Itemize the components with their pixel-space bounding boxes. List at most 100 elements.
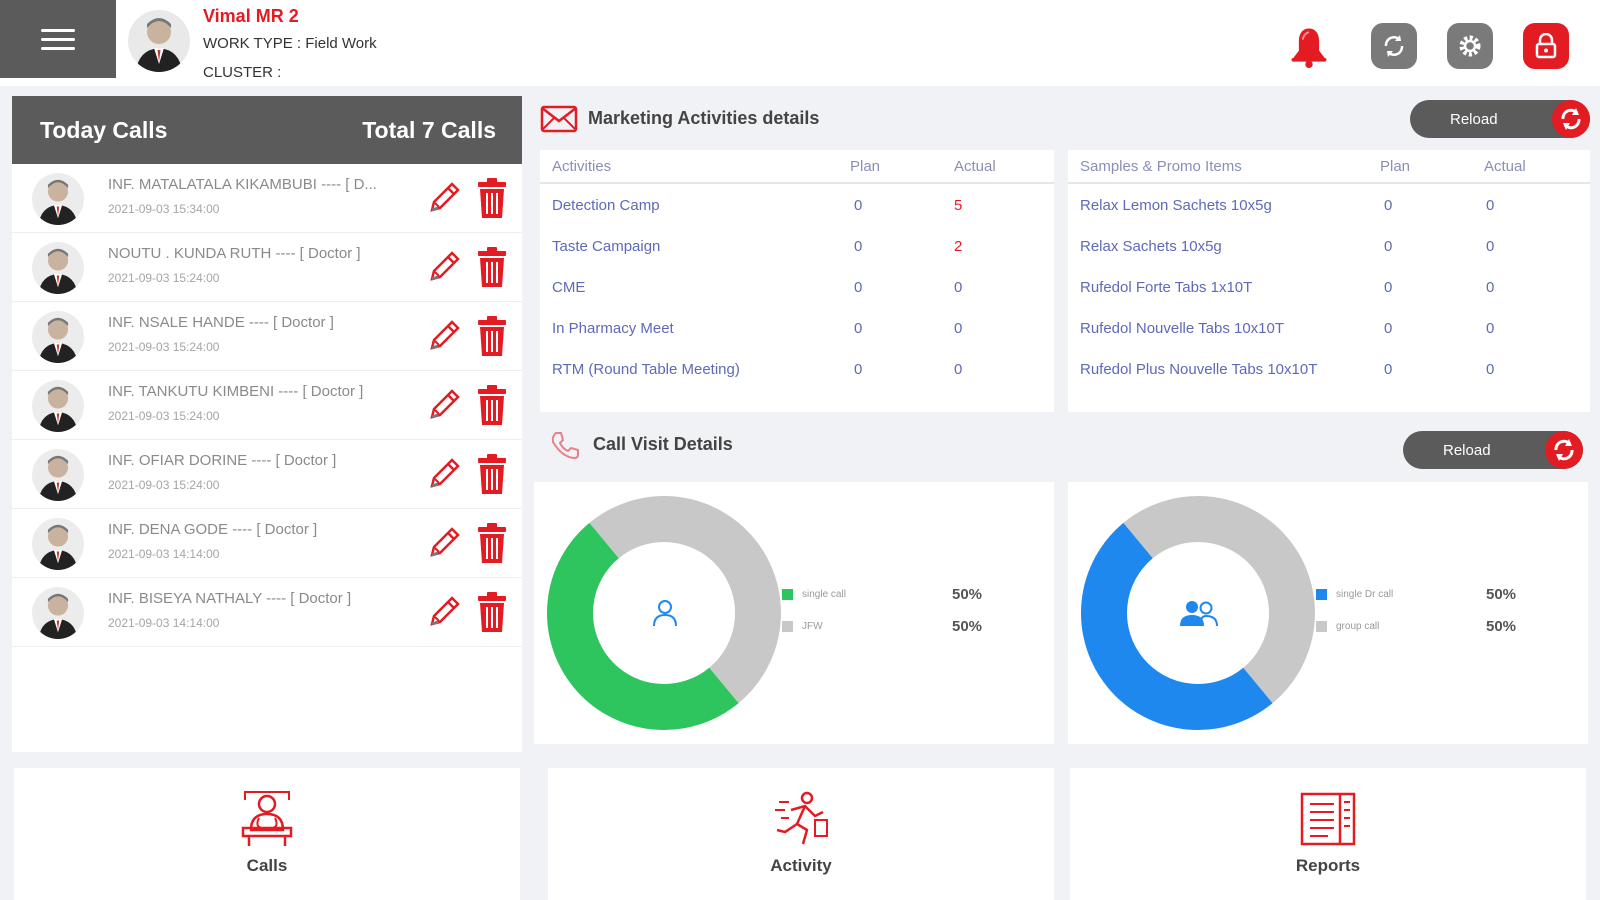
call-time: 2021-09-03 15:24:00 bbox=[108, 409, 220, 423]
donut-slice-1 bbox=[589, 496, 781, 704]
sample-name: Relax Sachets 10x5g bbox=[1080, 238, 1222, 255]
call-time: 2021-09-03 15:24:00 bbox=[108, 478, 220, 492]
call-row[interactable]: INF. OFIAR DORINE ---- [ Doctor ] 2021-09… bbox=[12, 440, 522, 509]
sample-name: Rufedol Nouvelle Tabs 10x10T bbox=[1080, 320, 1285, 337]
legend-percent: 50% bbox=[1486, 586, 1517, 603]
call-time: 2021-09-03 14:14:00 bbox=[108, 547, 220, 561]
call-doctor-name: INF. DENA GODE ---- [ Doctor ] bbox=[108, 521, 318, 538]
activity-name: Taste Campaign bbox=[552, 238, 661, 255]
legend-label: JFW bbox=[802, 621, 823, 632]
sample-actual: 0 bbox=[1486, 361, 1495, 378]
samples-table: Samples & Promo Items Plan Actual Relax … bbox=[1068, 150, 1590, 412]
edit-icon[interactable] bbox=[424, 523, 464, 563]
legend-label: single Dr call bbox=[1336, 589, 1394, 600]
activity-actual: 2 bbox=[954, 238, 963, 255]
activity-actual: 0 bbox=[954, 320, 963, 337]
group-call-chart-card: single Dr call 50% group call 50% bbox=[1068, 482, 1588, 744]
sample-actual: 0 bbox=[1486, 238, 1495, 255]
reload-label: Reload bbox=[1450, 110, 1498, 128]
bell-icon[interactable] bbox=[1286, 23, 1332, 69]
today-calls-title: Today Calls bbox=[40, 116, 168, 143]
edit-icon[interactable] bbox=[424, 247, 464, 287]
sample-plan: 0 bbox=[1384, 238, 1393, 255]
avatar bbox=[128, 10, 190, 72]
activity-icon bbox=[771, 790, 831, 848]
edit-icon[interactable] bbox=[424, 178, 464, 218]
call-row[interactable]: INF. DENA GODE ---- [ Doctor ] 2021-09-03… bbox=[12, 509, 522, 578]
activities-table-header: Activities Plan Actual bbox=[540, 150, 1054, 184]
call-time: 2021-09-03 15:24:00 bbox=[108, 340, 220, 354]
sample-name: Rufedol Plus Nouvelle Tabs 10x10T bbox=[1080, 361, 1318, 378]
edit-icon[interactable] bbox=[424, 592, 464, 632]
delete-icon[interactable] bbox=[472, 383, 512, 427]
call-time: 2021-09-03 15:24:00 bbox=[108, 271, 220, 285]
reports-tile[interactable]: Reports bbox=[1070, 768, 1586, 900]
edit-icon[interactable] bbox=[424, 454, 464, 494]
sample-plan: 0 bbox=[1384, 361, 1393, 378]
plan-col-header: Plan bbox=[1380, 158, 1411, 175]
sample-actual: 0 bbox=[1486, 320, 1495, 337]
reload-label: Reload bbox=[1443, 441, 1491, 459]
settings-icon[interactable] bbox=[1447, 23, 1493, 69]
donut-slice-0 bbox=[1080, 522, 1273, 731]
call-time: 2021-09-03 15:34:00 bbox=[108, 202, 220, 216]
activity-plan: 0 bbox=[854, 361, 863, 378]
phone-icon bbox=[550, 430, 580, 465]
activity-tile[interactable]: Activity bbox=[548, 768, 1054, 900]
call-doctor-name: INF. OFIAR DORINE ---- [ Doctor ] bbox=[108, 452, 337, 469]
sample-actual: 0 bbox=[1486, 279, 1495, 296]
doctor-avatar bbox=[32, 173, 84, 225]
app-header: Vimal MR 2 WORK TYPE : Field Work CLUSTE… bbox=[0, 0, 1600, 86]
call-row[interactable]: INF. MATALATALA KIKAMBUBI ---- [ D... 202… bbox=[12, 164, 522, 233]
samples-table-header: Samples & Promo Items Plan Actual bbox=[1068, 150, 1590, 184]
call-row[interactable]: NOUTU . KUNDA RUTH ---- [ Doctor ] 2021-0… bbox=[12, 233, 522, 302]
actual-col-header: Actual bbox=[1484, 158, 1526, 175]
legend-percent: 50% bbox=[952, 618, 983, 635]
call-visit-reload-button[interactable]: Reload bbox=[1403, 431, 1583, 469]
lock-icon[interactable] bbox=[1523, 23, 1569, 69]
edit-icon[interactable] bbox=[424, 316, 464, 356]
doctor-avatar bbox=[32, 311, 84, 363]
activity-plan: 0 bbox=[854, 197, 863, 214]
delete-icon[interactable] bbox=[472, 452, 512, 496]
activities-col-header: Activities bbox=[552, 158, 612, 175]
donut-slice-0 bbox=[546, 522, 739, 731]
mail-icon bbox=[540, 104, 578, 139]
marketing-reload-button[interactable]: Reload bbox=[1410, 100, 1590, 138]
reports-tile-label: Reports bbox=[1295, 856, 1361, 875]
call-row[interactable]: INF. NSALE HANDE ---- [ Doctor ] 2021-09-… bbox=[12, 302, 522, 371]
activity-name: CME bbox=[552, 279, 586, 296]
doctor-avatar bbox=[32, 587, 84, 639]
doctor-icon bbox=[237, 790, 297, 848]
work-type: WORK TYPE : Field Work bbox=[203, 35, 377, 52]
activity-actual: 0 bbox=[954, 361, 963, 378]
menu-button[interactable] bbox=[0, 0, 116, 78]
delete-icon[interactable] bbox=[472, 314, 512, 358]
sample-name: Rufedol Forte Tabs 1x10T bbox=[1080, 279, 1253, 296]
activity-plan: 0 bbox=[854, 320, 863, 337]
sample-plan: 0 bbox=[1384, 279, 1393, 296]
activity-plan: 0 bbox=[854, 279, 863, 296]
call-row[interactable]: INF. BISEYA NATHALY ---- [ Doctor ] 2021-… bbox=[12, 578, 522, 647]
activity-actual: 5 bbox=[954, 197, 963, 214]
today-calls-header: Today Calls Total 7 Calls bbox=[12, 96, 522, 164]
donut-slice-1 bbox=[1123, 496, 1315, 704]
reports-icon bbox=[1298, 790, 1358, 848]
doctor-avatar bbox=[32, 518, 84, 570]
calls-tile[interactable]: Calls bbox=[14, 768, 520, 900]
delete-icon[interactable] bbox=[472, 245, 512, 289]
legend-swatch bbox=[782, 589, 793, 600]
legend-swatch bbox=[1316, 621, 1327, 632]
call-doctor-name: INF. BISEYA NATHALY ---- [ Doctor ] bbox=[108, 590, 352, 607]
call-time: 2021-09-03 14:14:00 bbox=[108, 616, 220, 630]
call-list: INF. MATALATALA KIKAMBUBI ---- [ D... 202… bbox=[12, 164, 522, 647]
delete-icon[interactable] bbox=[472, 590, 512, 634]
edit-icon[interactable] bbox=[424, 385, 464, 425]
call-row[interactable]: INF. TANKUTU KIMBENI ---- [ Doctor ] 2021… bbox=[12, 371, 522, 440]
user-icon bbox=[648, 596, 682, 635]
delete-icon[interactable] bbox=[472, 521, 512, 565]
delete-icon[interactable] bbox=[472, 176, 512, 220]
user-name: Vimal MR 2 bbox=[203, 6, 299, 26]
sync-icon[interactable] bbox=[1371, 23, 1417, 69]
total-calls-count: Total 7 Calls bbox=[362, 116, 496, 143]
